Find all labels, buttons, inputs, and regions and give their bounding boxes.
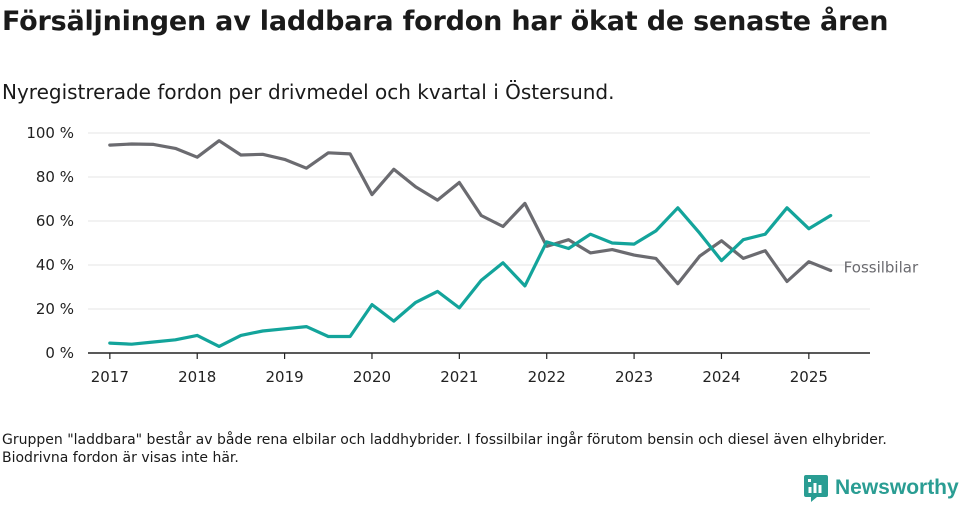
series-lines — [108, 139, 833, 348]
y-axis-ticks: 0 % 20 % 40 % 60 % 80 % 100 % — [26, 124, 74, 362]
brand-name: Newsworthy — [835, 476, 959, 499]
y-tick-label: 100 % — [26, 124, 74, 142]
line-chart: 0 % 20 % 40 % 60 % 80 % 100 % 2017 2018 2019 202… — [26, 124, 919, 386]
y-tick-label: 40 % — [36, 256, 74, 274]
chart-title: Försäljningen av laddbara fordon har öka… — [2, 6, 889, 37]
x-tick-label: 2017 — [91, 368, 129, 386]
x-tick-label: 2019 — [265, 368, 303, 386]
x-tick-label: 2018 — [178, 368, 216, 386]
series-labels: Fossilbilar — [844, 259, 919, 277]
newsworthy-logo-icon — [804, 475, 828, 502]
footnote: Gruppen "laddbara" består av både rena e… — [2, 432, 887, 466]
series-line-laddbara — [108, 206, 833, 348]
y-tick-label: 0 % — [45, 344, 74, 362]
series-line-fossilbilar — [108, 139, 833, 286]
series-label-fossilbilar: Fossilbilar — [844, 259, 919, 277]
x-axis: 2017 2018 2019 2020 2021 2022 2023 2024 2025 — [88, 352, 870, 386]
gridlines — [88, 132, 870, 310]
x-tick-label: 2022 — [528, 368, 566, 386]
x-tick-label: 2021 — [440, 368, 478, 386]
y-tick-label: 20 % — [36, 300, 74, 318]
x-tick-label: 2025 — [790, 368, 828, 386]
chart-subtitle: Nyregistrerade fordon per drivmedel och … — [2, 80, 615, 104]
x-tick-label: 2024 — [702, 368, 740, 386]
x-tick-label: 2023 — [615, 368, 653, 386]
x-tick-label: 2020 — [353, 368, 391, 386]
newsworthy-logo[interactable]: Newsworthy — [803, 473, 959, 503]
y-tick-label: 80 % — [36, 168, 74, 186]
y-tick-label: 60 % — [36, 212, 74, 230]
